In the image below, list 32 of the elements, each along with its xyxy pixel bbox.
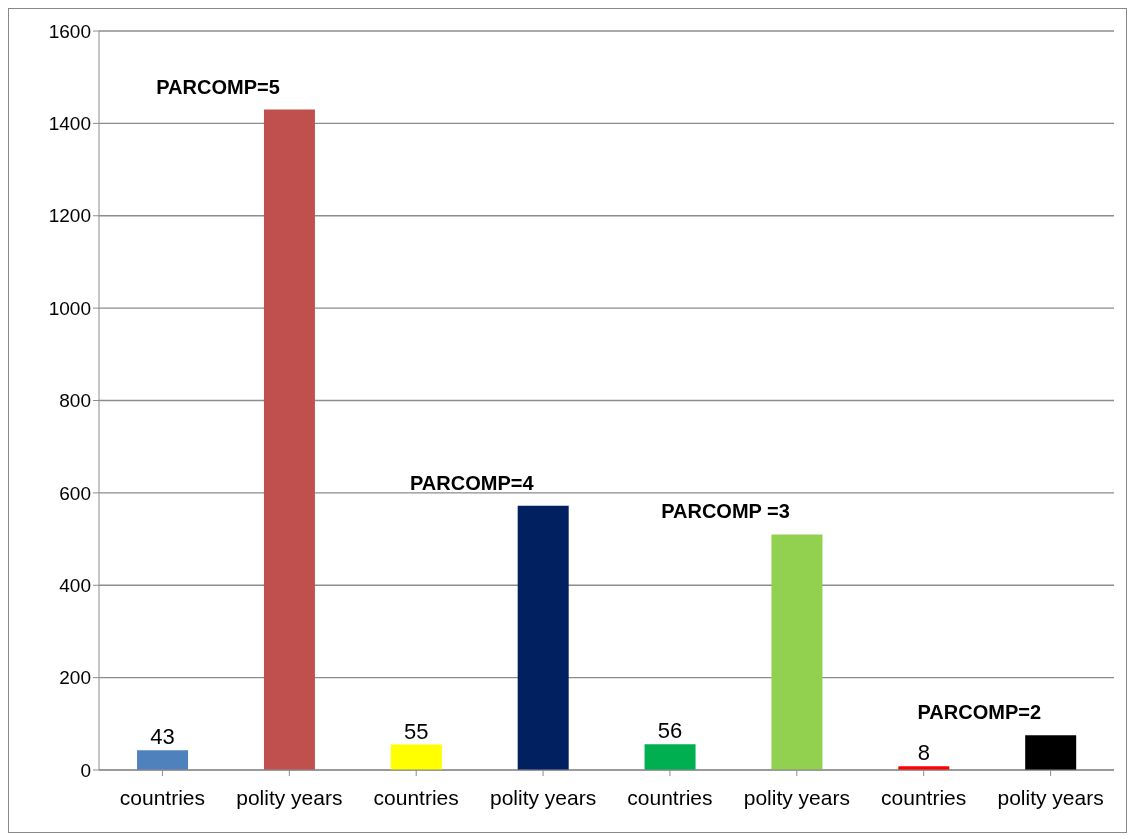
bar [1025,735,1077,770]
data-label: 43 [150,724,175,750]
x-tick-label: polity years [489,785,597,809]
x-tick-label: polity years [997,785,1104,809]
y-tick-label: 400 [59,574,91,596]
data-label: 8 [917,740,930,766]
y-tick-label: 600 [59,482,91,504]
y-tick-label: 1200 [48,205,91,227]
bar [137,750,189,770]
x-tick-label: countries [627,785,713,809]
bar [644,744,696,770]
y-tick-label: 800 [59,390,91,412]
annotation: PARCOMP=4 [410,471,535,494]
annotation: PARCOMP=5 [156,75,280,98]
x-tick-label: polity years [743,785,850,809]
bar [390,744,442,770]
y-tick-label: 200 [59,667,91,689]
bar [517,505,569,770]
x-tick-label: countries [881,785,967,809]
x-tick-label: polity years [236,785,343,809]
x-tick-label: countries [119,785,206,809]
x-tick-label: countries [373,785,459,809]
annotation: PARCOMP =3 [661,500,790,523]
data-label: 55 [404,718,429,744]
bar [771,534,823,770]
bar [263,109,315,770]
annotation: PARCOMP=2 [917,701,1042,724]
y-tick-label: 0 [80,759,91,781]
y-tick-label: 1400 [48,113,91,135]
data-label: 56 [657,718,683,744]
y-tick-label: 1600 [48,20,91,42]
y-tick-label: 1000 [48,297,91,319]
